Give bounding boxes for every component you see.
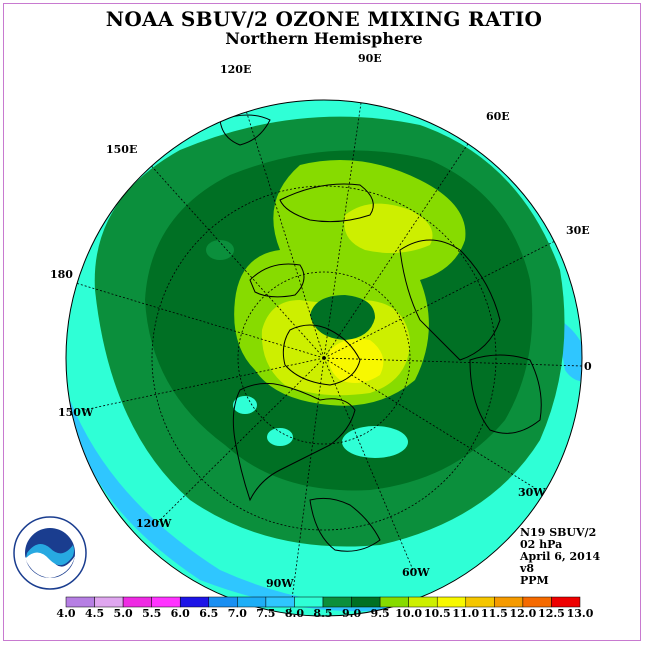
low-pocket-atlantic: [342, 426, 408, 458]
color-scale-swatch: [351, 596, 381, 608]
color-scale-tick-label: 5.0: [113, 607, 133, 620]
color-scale-tick-label: 10.5: [423, 607, 451, 620]
color-scale-tick-label: 10.0: [395, 607, 423, 620]
color-scale-tick-label: 9.0: [341, 607, 362, 620]
color-scale-tick-label: 7.0: [227, 607, 247, 620]
color-scale-swatch: [494, 596, 524, 608]
lon-label-180: 180: [50, 268, 73, 281]
page-frame: [3, 3, 641, 641]
color-scale-swatch: [294, 596, 324, 608]
color-scale-tick-label: 7.5: [256, 607, 276, 620]
color-scale-tick-label: 5.5: [142, 607, 162, 620]
color-scale-tick-label: 12.0: [509, 607, 537, 620]
map-title: NOAA SBUV/2 OZONE MIXING RATIO: [105, 7, 543, 31]
lon-label-30w: 30W: [518, 486, 546, 499]
color-scale-swatch: [65, 596, 95, 608]
globe-outline: [65, 99, 583, 617]
info-date: April 6, 2014: [520, 550, 601, 563]
color-scale-tick-label: 6.0: [170, 607, 190, 620]
lon-label-120w: 120W: [136, 517, 172, 530]
color-scale-swatch: [122, 596, 152, 608]
lon-label-120e: 120E: [220, 63, 252, 76]
lon-label-60w: 60W: [402, 566, 430, 579]
band-7-0-7-5-right: [560, 320, 582, 382]
lon-label-150w: 150W: [58, 406, 94, 419]
low-pocket-na-1: [233, 396, 257, 414]
graticule: [68, 100, 582, 615]
color-scale-swatch: [522, 596, 552, 608]
lon-label-90e: 90E: [358, 52, 382, 65]
lon-label-30e: 30E: [566, 224, 590, 237]
info-instrument: N19 SBUV/2: [520, 526, 597, 539]
lon-label-0: 0: [584, 360, 592, 373]
color-scale-swatch: [237, 596, 267, 608]
color-scale-swatch: [208, 596, 238, 608]
color-scale-tick-label: 13.0: [566, 607, 594, 620]
color-scale-tick-label: 8.5: [313, 607, 333, 620]
color-scale-tick-label: 11.0: [452, 607, 480, 620]
low-pocket-siberia: [206, 240, 234, 260]
color-scale-swatch: [408, 596, 438, 608]
info-units: PPM: [520, 574, 549, 587]
color-scale-swatch: [179, 596, 210, 608]
color-scale-tick-label: 6.5: [199, 607, 219, 620]
color-scale-swatch: [436, 596, 467, 608]
low-pocket-na-2: [267, 428, 293, 446]
map-subtitle: Northern Hemisphere: [225, 29, 423, 48]
coastlines: [219, 114, 542, 552]
info-version: v8: [520, 562, 535, 575]
color-scale-swatch: [379, 596, 409, 608]
color-scale-tick-label: 9.5: [370, 607, 390, 620]
color-scale-tick-label: 4.0: [56, 607, 76, 620]
color-scale-bar: [65, 596, 581, 608]
info-block: N19 SBUV/2 02 hPa April 6, 2014 v8 PPM: [520, 527, 600, 587]
color-scale-swatch: [151, 596, 181, 608]
color-scale-swatch: [94, 596, 124, 608]
noaa-logo: [13, 516, 87, 590]
info-level: 02 hPa: [520, 538, 563, 551]
color-scale-tick-label: 4.5: [84, 607, 105, 620]
band-10-0-10-5: [328, 338, 384, 384]
color-scale-tick-label: 11.5: [480, 607, 508, 620]
color-scale-swatch: [551, 596, 581, 608]
color-scale-swatch: [465, 596, 495, 608]
lon-label-60e: 60E: [486, 110, 510, 123]
ozone-field: [66, 100, 582, 616]
lon-label-90w: 90W: [266, 577, 294, 590]
lon-label-150e: 150E: [106, 143, 138, 156]
color-scale-tick-label: 8.0: [284, 607, 305, 620]
color-scale-swatch: [265, 596, 295, 608]
color-scale-swatch: [322, 596, 352, 608]
color-scale-tick-label: 12.5: [538, 607, 565, 620]
